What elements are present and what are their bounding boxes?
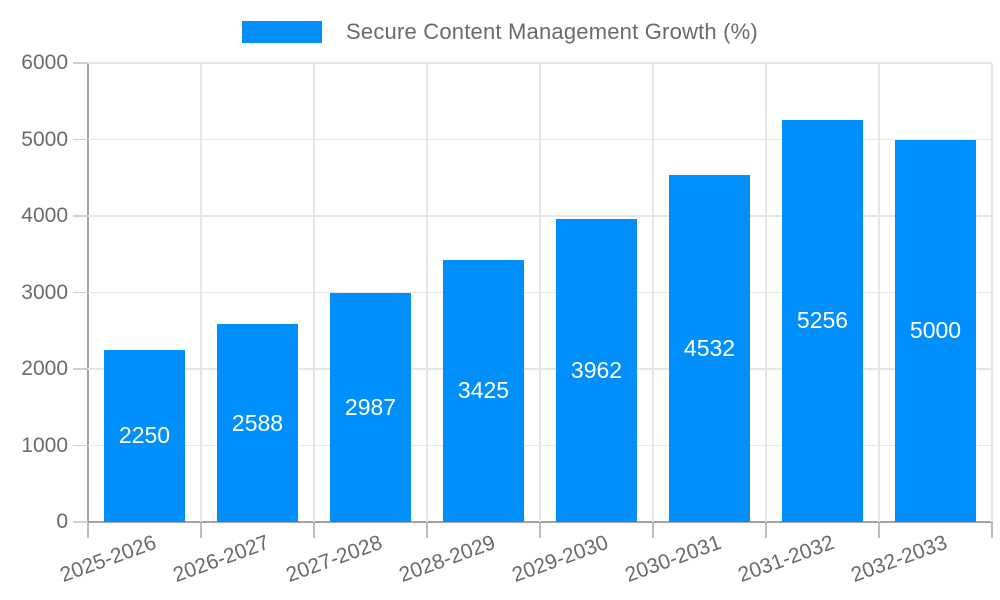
x-tick-mark (878, 523, 880, 538)
x-axis-tick-label: 2029-2030 (509, 531, 612, 587)
v-gridline (313, 63, 315, 522)
x-axis-line (86, 521, 993, 523)
bar-value-label: 2987 (344, 394, 397, 421)
x-tick-mark (539, 523, 541, 538)
bar-value-label: 2588 (231, 409, 284, 436)
bar-2032-2033[interactable]: 5000 (895, 139, 976, 522)
y-axis-tick-label: 6000 (21, 51, 68, 74)
y-tick-mark (73, 138, 88, 141)
bar-2031-2032[interactable]: 5256 (782, 119, 863, 522)
legend-label: Secure Content Management Growth (%) (346, 19, 758, 44)
bar-value-label: 5000 (909, 317, 962, 344)
y-tick-mark (73, 215, 88, 217)
bar-value-label: 2250 (118, 422, 171, 449)
bar-value-label: 3962 (570, 356, 623, 383)
x-tick-mark (313, 523, 315, 538)
x-tick-mark (426, 523, 428, 538)
v-gridline (539, 63, 541, 522)
y-tick-mark (73, 521, 88, 523)
y-axis-tick-label: 4000 (21, 204, 68, 227)
v-gridline (991, 63, 993, 522)
v-gridline (652, 63, 654, 522)
x-axis-tick-label: 2027-2028 (283, 531, 386, 587)
y-axis-tick-label: 1000 (21, 433, 68, 457)
x-tick-mark (765, 523, 767, 538)
y-axis-tick-label: 5000 (21, 127, 68, 151)
x-axis-tick-label: 2028-2029 (396, 531, 499, 587)
x-axis-tick-label: 2032-2033 (848, 531, 951, 587)
bar-2029-2030[interactable]: 3962 (556, 218, 637, 522)
legend-swatch-icon (242, 21, 323, 43)
bar-2027-2028[interactable]: 2987 (330, 293, 411, 522)
bar-value-label: 4532 (683, 335, 736, 362)
x-axis-tick-label: 2030-2031 (622, 531, 725, 587)
y-axis-tick-label: 0 (56, 510, 68, 533)
v-gridline (765, 63, 767, 522)
y-tick-mark (73, 291, 88, 294)
bar-2028-2029[interactable]: 3425 (443, 259, 524, 522)
x-axis-tick-label: 2026-2027 (170, 531, 273, 587)
x-axis-tick-label: 2025-2026 (57, 531, 160, 587)
bar-value-label: 5256 (796, 307, 849, 334)
bar-2025-2026[interactable]: 2250 (104, 349, 185, 522)
v-gridline (426, 63, 428, 522)
bar-2030-2031[interactable]: 4532 (669, 175, 750, 522)
bar-value-label: 3425 (457, 377, 510, 404)
x-tick-mark (200, 523, 202, 538)
x-axis-tick-label: 2031-2032 (735, 531, 838, 587)
x-tick-mark (991, 523, 993, 538)
y-tick-mark (73, 368, 88, 370)
y-axis-tick-label: 3000 (21, 280, 68, 304)
y-tick-mark (73, 444, 88, 447)
y-tick-mark (73, 62, 88, 64)
bar-2026-2027[interactable]: 2588 (217, 324, 298, 522)
v-gridline (878, 63, 880, 522)
y-axis-tick-label: 2000 (21, 357, 68, 380)
x-tick-mark (87, 523, 89, 538)
v-gridline (200, 63, 202, 522)
legend[interactable]: Secure Content Management Growth (%) (0, 14, 1000, 50)
x-tick-mark (652, 523, 654, 538)
